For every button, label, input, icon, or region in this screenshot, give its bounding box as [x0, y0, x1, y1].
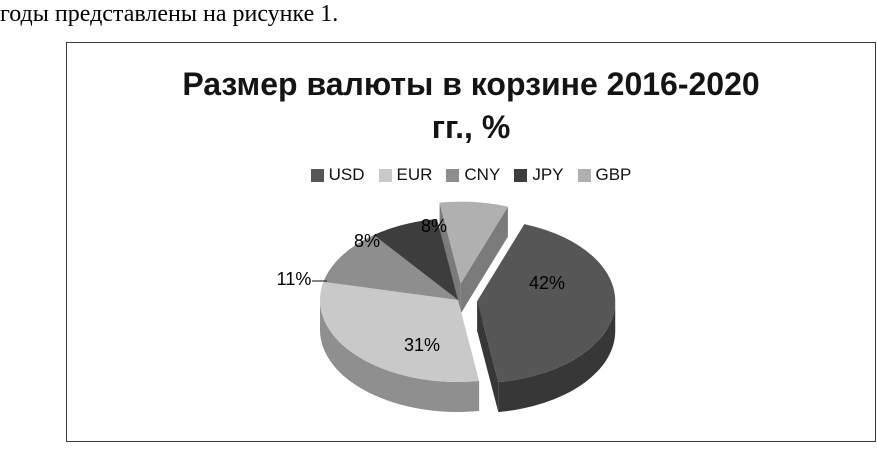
legend-item-usd: USD: [310, 165, 365, 185]
legend-swatch-cny: [446, 168, 460, 182]
legend-label-cny: CNY: [464, 165, 501, 185]
data-label-jpy: 8%: [354, 231, 380, 251]
pie-cut-wall-gbp: [439, 202, 461, 314]
chart-legend: USD EUR CNY JPY GBP: [67, 165, 875, 185]
chart-title: Размер валюты в корзине 2016-2020 гг., %: [67, 63, 875, 149]
pie-cut-wall-usd: [477, 301, 499, 413]
legend-swatch-eur: [378, 168, 392, 182]
pie-slice-eur: [320, 281, 480, 382]
pie-side-wall-usd: [498, 301, 616, 413]
pie-side-wall-eur: [320, 300, 480, 412]
legend-item-eur: EUR: [378, 165, 433, 185]
legend-swatch-gbp: [577, 168, 591, 182]
legend-label-gbp: GBP: [595, 165, 632, 185]
pie-chart: 42% 31% 11% 8% 8%: [277, 201, 616, 413]
data-label-gbp: 8%: [421, 216, 447, 236]
legend-label-eur: EUR: [396, 165, 433, 185]
legend-label-usd: USD: [328, 165, 365, 185]
pie-slice-gbp: [439, 201, 508, 284]
chart-title-line1: Размер валюты в корзине 2016-2020: [182, 66, 760, 102]
pie-slice-jpy: [373, 218, 458, 300]
data-label-usd: 42%: [529, 273, 565, 293]
legend-item-jpy: JPY: [514, 165, 564, 185]
data-label-cny: 11%: [277, 269, 312, 289]
chart-frame: Размер валюты в корзине 2016-2020 гг., %…: [66, 42, 876, 442]
body-text: годы представлены на рисунке 1.: [0, 1, 339, 27]
data-label-eur: 31%: [404, 335, 440, 355]
pie-slice-cny: [323, 235, 458, 300]
legend-item-gbp: GBP: [577, 165, 632, 185]
chart-title-line2: гг., %: [431, 109, 511, 146]
pie-slice-usd: [477, 224, 616, 383]
legend-swatch-usd: [310, 168, 324, 182]
legend-swatch-jpy: [514, 168, 528, 182]
legend-label-jpy: JPY: [532, 165, 564, 185]
legend-item-cny: CNY: [446, 165, 500, 185]
pie-cut-wall-gbp: [460, 206, 508, 314]
